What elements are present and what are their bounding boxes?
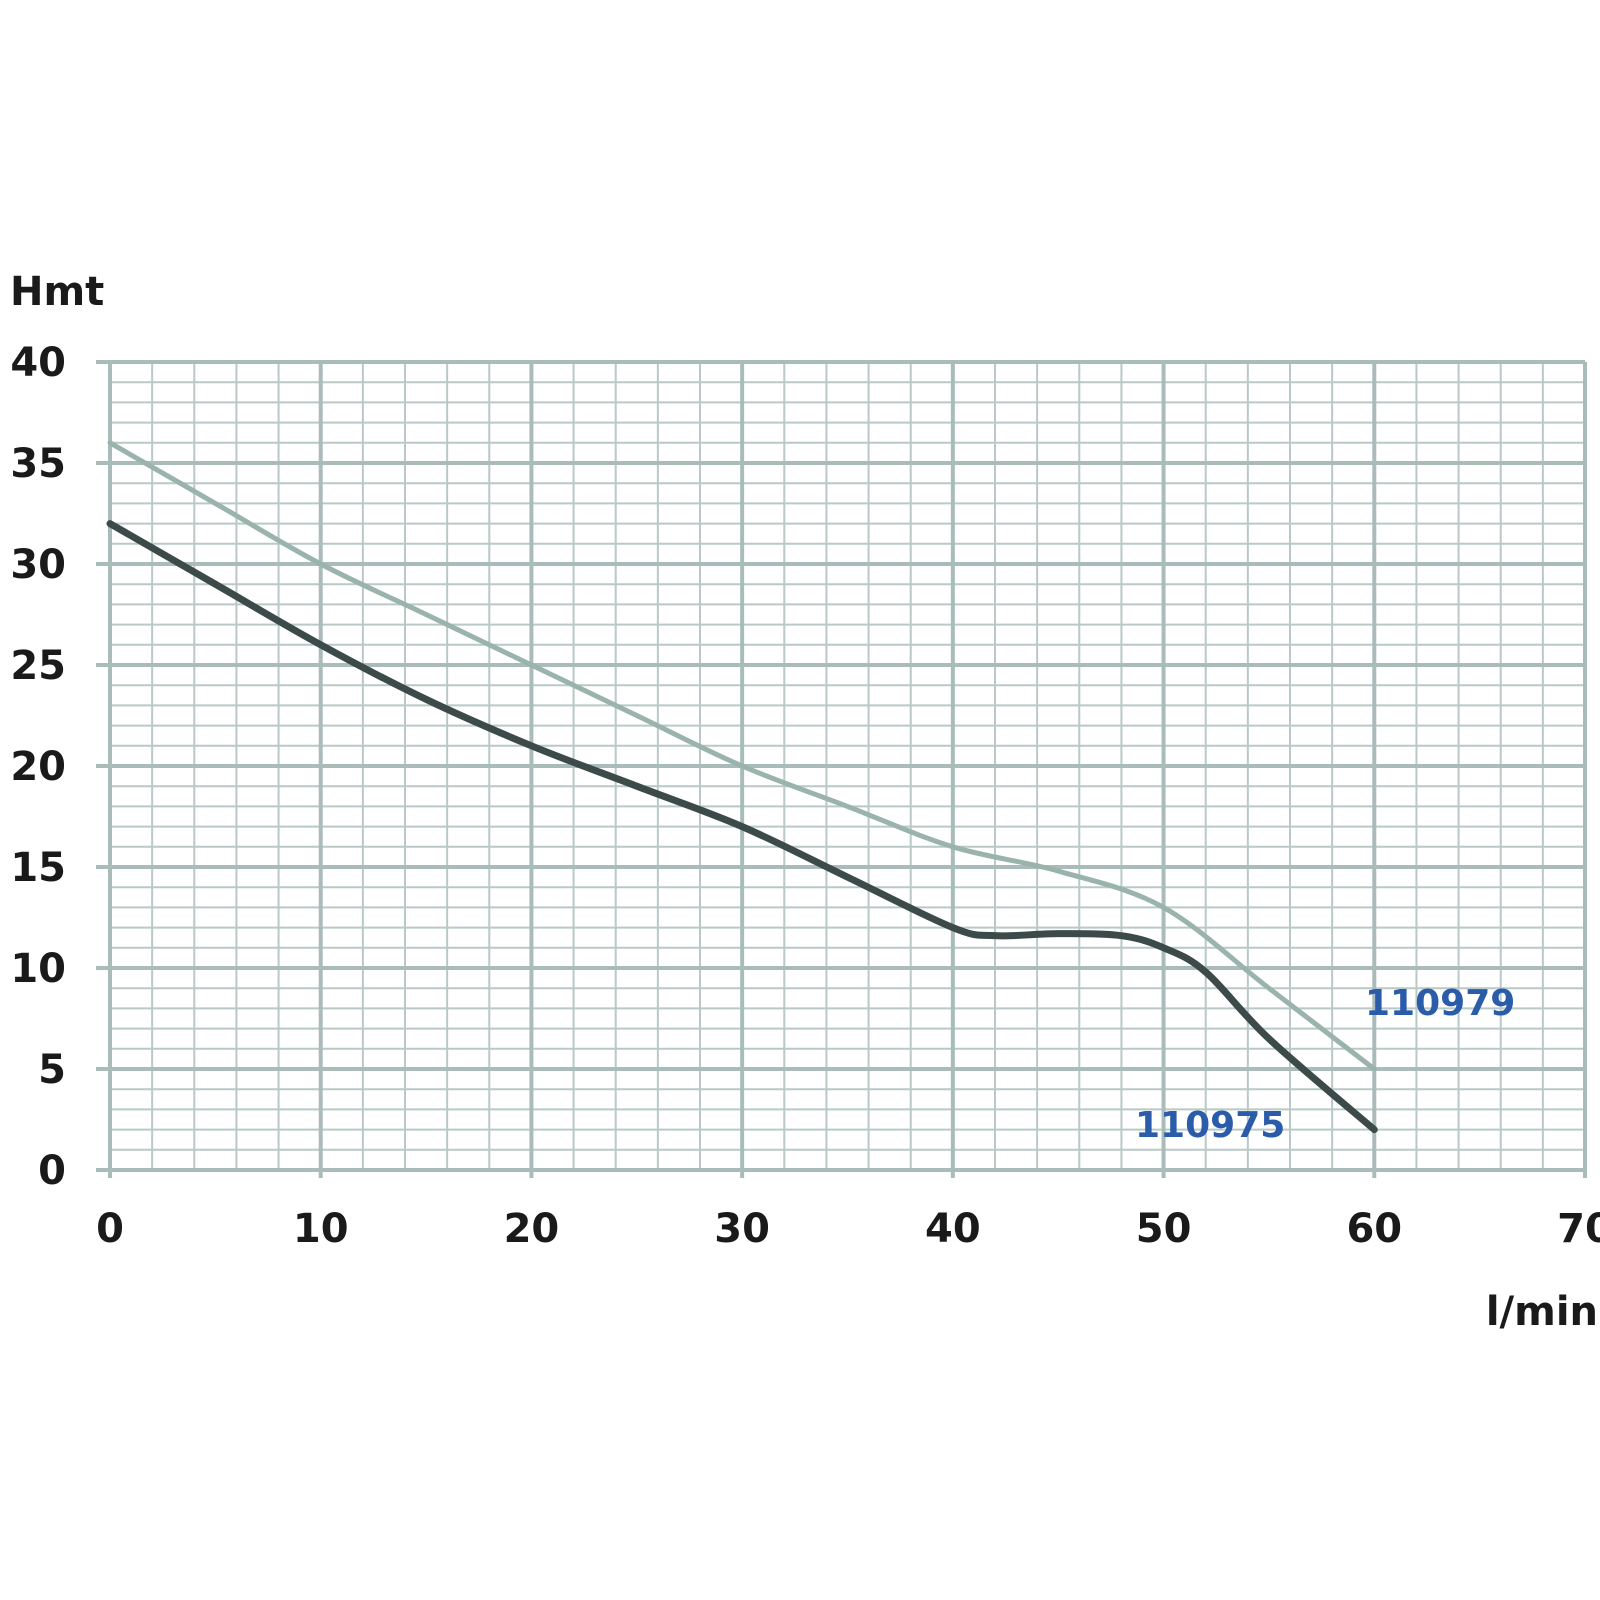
x-tick-label: 20 <box>504 1206 560 1252</box>
y-tick-label: 25 <box>10 643 66 689</box>
y-tick-label: 5 <box>38 1047 66 1093</box>
grid-major <box>96 360 1587 1178</box>
y-tick-label: 0 <box>38 1148 66 1194</box>
x-tick-label: 10 <box>293 1206 349 1252</box>
x-tick-label: 60 <box>1346 1206 1402 1252</box>
series-line-110975 <box>106 520 1378 1134</box>
series-label-110979: 110979 <box>1365 983 1515 1024</box>
series-line-110979 <box>107 440 1377 1072</box>
y-tick-label: 30 <box>10 542 66 588</box>
x-tick-label: 40 <box>925 1206 981 1252</box>
y-tick-label: 15 <box>10 845 66 891</box>
y-tick-label: 10 <box>10 946 66 992</box>
x-tick-label: 30 <box>714 1206 770 1252</box>
x-tick-label: 50 <box>1136 1206 1192 1252</box>
y-axis-label: Hmt <box>10 269 104 315</box>
y-tick-label: 20 <box>10 744 66 790</box>
y-tick-label: 40 <box>10 340 66 386</box>
x-tick-label: 70 <box>1557 1206 1600 1252</box>
series-layer: 110979 110975 <box>106 440 1515 1146</box>
x-axis-label: l/min <box>1486 1289 1598 1335</box>
series-label-110975: 110975 <box>1135 1105 1285 1146</box>
x-tick-label: 0 <box>96 1206 124 1252</box>
tick-layer: 0 10 20 30 40 50 60 70 0 5 10 15 20 25 30 35 40 <box>10 340 1600 1252</box>
y-tick-label: 35 <box>10 441 66 487</box>
